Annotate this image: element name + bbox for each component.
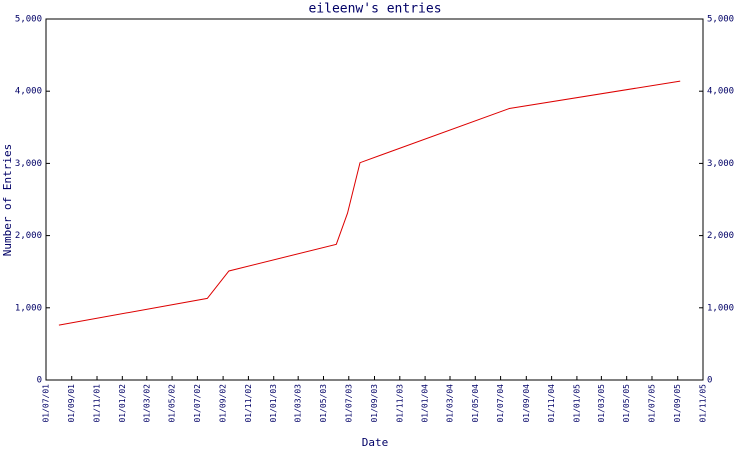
x-tick-label: 01/01/05 xyxy=(572,384,581,423)
y-axis-title: Number of Entries xyxy=(1,144,14,257)
x-tick-label: 01/05/03 xyxy=(319,384,328,423)
x-tick-label: 01/11/03 xyxy=(395,384,404,423)
y2-tick-label: 1,000 xyxy=(707,303,734,313)
x-tick-label: 01/07/01 xyxy=(42,384,51,423)
y2-tick-label: 0 xyxy=(707,376,712,386)
x-tick-label: 01/11/05 xyxy=(699,384,708,423)
x-tick-label: 01/03/05 xyxy=(597,384,606,423)
x-tick-label: 01/07/02 xyxy=(193,384,202,423)
x-tick-label: 01/03/02 xyxy=(142,384,151,423)
x-tick-label: 01/11/02 xyxy=(244,384,253,423)
x-axis-title: Date xyxy=(362,436,389,449)
y-tick-label: 3,000 xyxy=(15,159,42,169)
x-tick-label: 01/03/03 xyxy=(294,384,303,423)
x-tick-label: 01/05/04 xyxy=(471,384,480,423)
x-tick-label: 01/01/02 xyxy=(118,384,127,423)
chart-title: eileenw's entries xyxy=(308,2,441,17)
x-tick-label: 01/07/03 xyxy=(344,384,353,423)
x-tick-label: 01/11/04 xyxy=(547,384,556,423)
x-tick-label: 01/09/03 xyxy=(370,384,379,423)
x-tick-label: 01/11/01 xyxy=(93,384,102,423)
x-tick-label: 01/03/04 xyxy=(445,384,454,423)
y-tick-label: 0 xyxy=(37,376,42,386)
y-tick-label: 1,000 xyxy=(15,303,42,313)
y2-tick-label: 4,000 xyxy=(707,87,734,97)
data-line xyxy=(58,80,681,326)
y-tick-label: 2,000 xyxy=(15,231,42,241)
y2-tick-label: 2,000 xyxy=(707,231,734,241)
x-tick-label: 01/09/05 xyxy=(673,384,682,423)
y2-tick-label: 5,000 xyxy=(707,15,734,25)
x-tick-label: 01/07/04 xyxy=(496,384,505,423)
y2-tick-label: 3,000 xyxy=(707,159,734,169)
x-tick-label: 01/09/01 xyxy=(67,384,76,423)
plot-frame xyxy=(45,18,704,381)
x-tick-label: 01/09/02 xyxy=(219,384,228,423)
x-tick-label: 01/09/04 xyxy=(522,384,531,423)
x-tick-label: 01/01/03 xyxy=(269,384,278,423)
y-tick-label: 4,000 xyxy=(15,87,42,97)
x-tick-label: 01/01/04 xyxy=(421,384,430,423)
x-tick-label: 01/05/02 xyxy=(168,384,177,423)
y-tick-label: 5,000 xyxy=(15,15,42,25)
x-tick-label: 01/05/05 xyxy=(622,384,631,423)
x-tick-label: 01/07/05 xyxy=(647,384,656,423)
